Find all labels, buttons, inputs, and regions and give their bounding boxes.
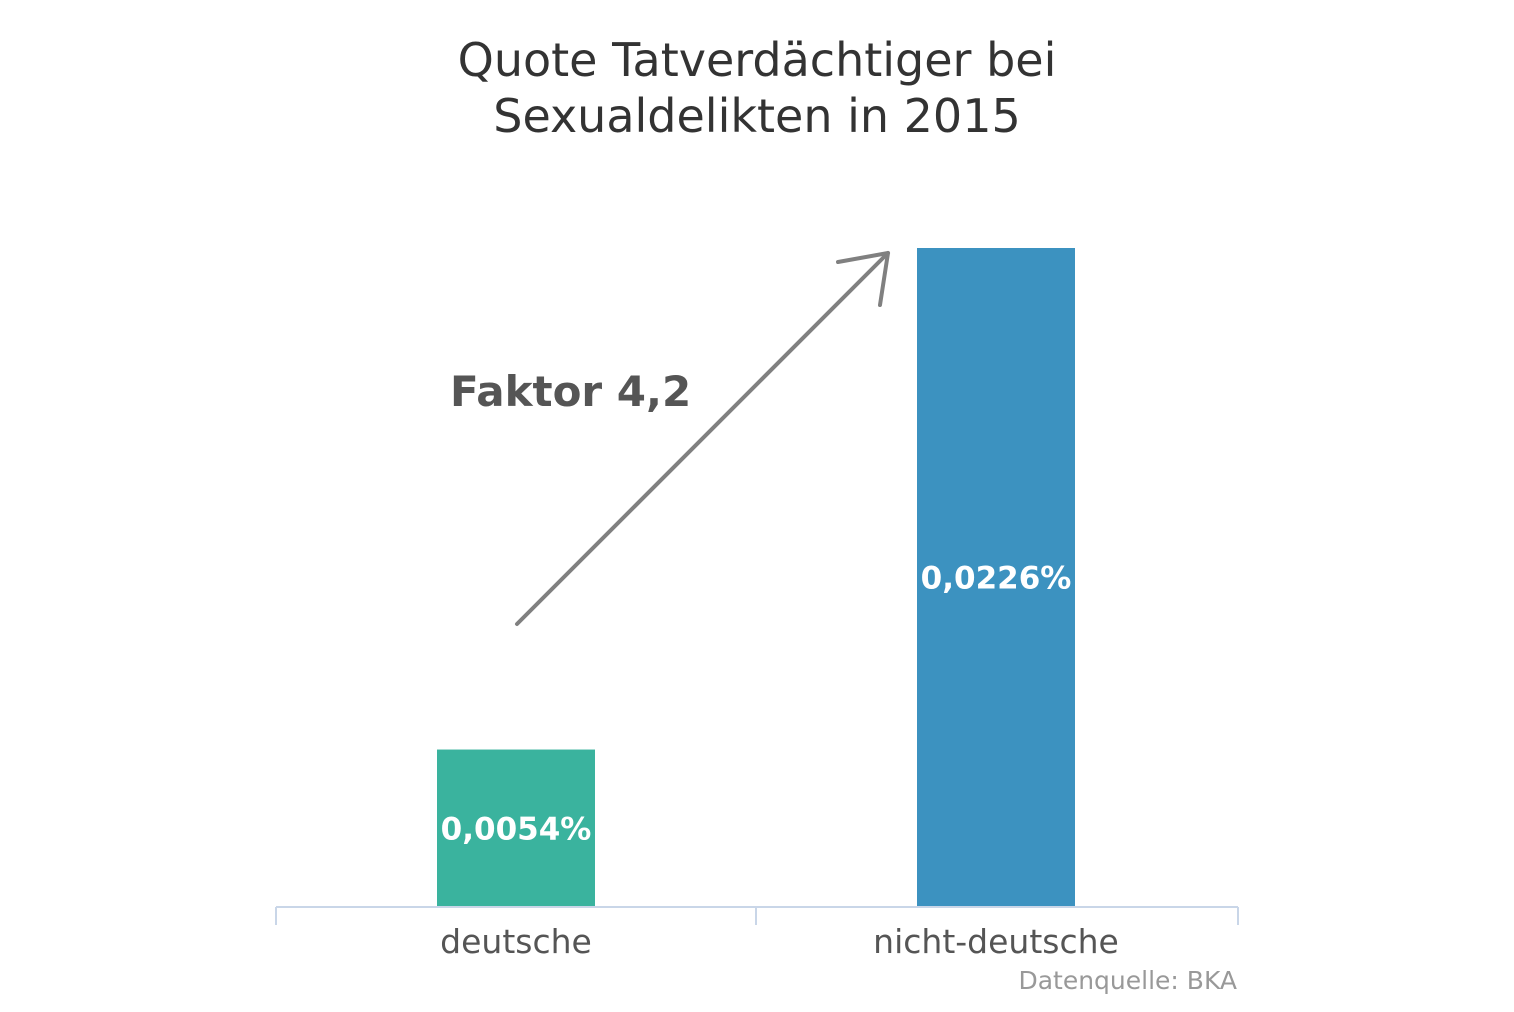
x-tick-label-deutsche: deutsche [440,922,592,961]
growth-arrow [515,251,890,626]
x-tick-label-nicht-deutsche: nicht-deutsche [873,922,1119,961]
bars-group: 0,0054% 0,0226% [437,248,1075,907]
arrow-head [836,251,890,307]
data-label-nicht-deutsche: 0,0226% [921,561,1072,597]
arrow-shaft [515,251,890,626]
x-axis [275,906,1239,925]
bar-deutsche [437,749,595,907]
data-label-deutsche: 0,0054% [441,811,592,847]
x-tick-labels: deutsche nicht-deutsche [440,922,1119,961]
source-note: Datenquelle: BKA [1018,966,1237,995]
bar-nicht-deutsche [917,248,1075,907]
chart-title-line-1: Quote Tatverdächtiger bei [458,33,1057,87]
factor-annotation: Faktor 4,2 [450,367,691,416]
chart-title-line-2: Sexualdelikten in 2015 [493,89,1020,143]
